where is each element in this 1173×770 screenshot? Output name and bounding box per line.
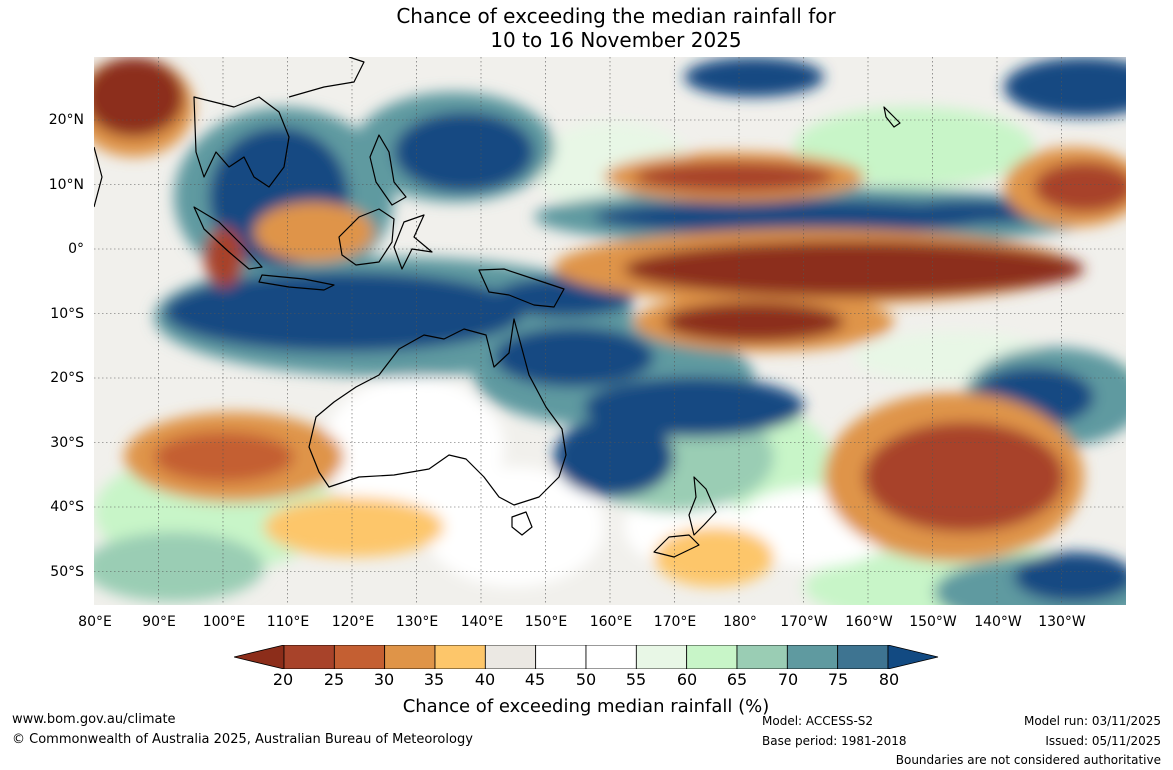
new-zealand-south-coastline [653,534,700,558]
lon-label-100e: 100°E [202,614,246,630]
colorbar-tick-65: 65 [726,670,748,689]
hawaii-coastline [883,106,901,128]
coastlines [94,57,901,558]
lon-label-140e: 140°E [460,614,504,630]
lon-label-110e: 110°E [266,614,310,630]
lon-label-90e: 90°E [142,614,176,630]
colorbar-cell [535,645,587,669]
colorbar-tick-75: 75 [827,670,849,689]
colorbar-cell [786,645,839,669]
colorbar-tick-30: 30 [373,670,395,689]
lat-label-10s: 10°S [50,306,84,322]
colorbar-tick-20: 20 [272,670,294,689]
colorbar-extend-low [234,645,285,669]
model-run-text: Model run: 03/11/2025 [1023,714,1161,728]
model-text: Model: ACCESS-S2 [762,714,874,728]
lon-label-150w: 150°W [909,614,957,630]
colorbar-cell [384,645,436,669]
new-zealand-north-coastline [688,476,717,536]
colorbar-tick-55: 55 [625,670,647,689]
colorbar-cell [283,645,335,669]
colorbar-tick-60: 60 [676,670,698,689]
map-title: Chance of exceeding the median rainfall … [0,4,1173,52]
java-coastline [258,274,335,291]
lon-label-140w: 140°W [974,614,1022,630]
lon-label-170e: 170°E [653,614,697,630]
asia-mainland-coastline [288,57,365,98]
new-guinea-coastline [478,268,565,308]
colorbar-cell [333,645,386,669]
colorbar-cell [484,645,537,669]
colorbar-cell [686,645,738,669]
colorbar-label: Chance of exceeding median rainfall (%) [402,696,770,717]
lon-label-180: 180° [723,614,757,630]
lat-label-20s: 20°S [50,370,84,386]
lon-label-130w: 130°W [1038,614,1086,630]
indochina-coastline [193,96,290,188]
colorbar-tick-35: 35 [423,670,445,689]
tasmania-coastline [511,511,533,536]
colorbar-cell [837,645,889,669]
colorbar-extend-high [887,645,939,669]
lat-label-20n: 20°N [48,112,84,128]
colorbar-tick-45: 45 [524,670,546,689]
sumatra-coastline [193,206,263,270]
base-period-text: Base period: 1981-2018 [762,734,907,748]
colorbar-tick-80: 80 [878,670,900,689]
lat-label-50s: 50°S [50,564,84,580]
lon-label-160w: 160°W [845,614,893,630]
lon-label-130e: 130°E [395,614,439,630]
title-line-1: Chance of exceeding the median rainfall … [396,4,836,28]
india-coastline [94,146,103,208]
lon-label-150e: 150°E [524,614,568,630]
graticule [94,57,1126,605]
colorbar-cells [283,645,889,669]
colorbar-cell [585,645,637,669]
colorbar-tick-50: 50 [575,670,597,689]
borneo-coastline [338,208,395,266]
probability-field [94,57,1126,605]
lat-label-0: 0° [68,241,84,257]
philippines-coastline [369,134,407,206]
issued-text: Issued: 05/11/2025 [1045,734,1161,748]
colorbar-tick-25: 25 [323,670,345,689]
australia-coastline [308,318,567,506]
lat-label-40s: 40°S [50,499,84,515]
title-line-2: 10 to 16 November 2025 [490,28,742,52]
colorbar-cell [736,645,788,669]
colorbar-tick-40: 40 [474,670,496,689]
website-link[interactable]: www.bom.gov.au/climate [12,712,176,727]
lon-label-80e: 80°E [78,614,112,630]
disclaimer-text: Boundaries are not considered authoritat… [895,753,1161,767]
lon-label-170w: 170°W [780,614,828,630]
sulawesi-coastline [393,214,433,270]
colorbar-cell [635,645,688,669]
lon-label-120e: 120°E [331,614,375,630]
copyright-text: © Commonwealth of Australia 2025, Austra… [12,732,473,747]
colorbar-tick-70: 70 [777,670,799,689]
rainfall-map [94,57,1126,605]
lat-label-30s: 30°S [50,435,84,451]
lat-label-10n: 10°N [48,177,84,193]
colorbar-cell [434,645,486,669]
lon-label-160e: 160°E [589,614,633,630]
rainfall-map-svg [94,57,1126,605]
colorbar [234,645,939,669]
